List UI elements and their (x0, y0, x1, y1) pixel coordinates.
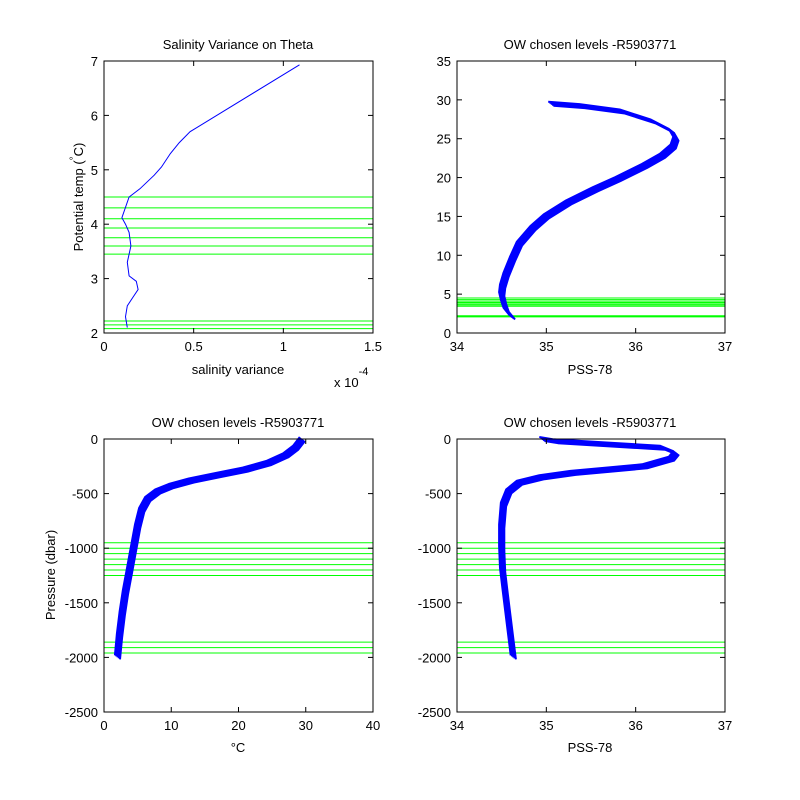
panel-salinity-variance: Salinity Variance on Theta salinity vari… (69, 37, 382, 390)
plot-border (103, 60, 374, 334)
profile-line (113, 436, 301, 656)
x-axis-label: °C (231, 740, 246, 755)
y-tick-label: 10 (437, 248, 451, 263)
y-tick-label: 6 (91, 108, 98, 123)
y-tick-label: 0 (91, 432, 98, 447)
panel-temperature-pressure: OW chosen levels -R5903771 °C Pressure (… (43, 415, 380, 755)
x-tick-label: 36 (628, 718, 642, 733)
y-tick-label: -500 (72, 487, 98, 502)
x-tick-label: 1 (280, 339, 287, 354)
y-tick-label: -500 (425, 487, 451, 502)
x-tick-label: 37 (718, 339, 732, 354)
y-tick-label: 7 (91, 54, 98, 69)
y-axis-label: Potential temp (°C) (69, 143, 86, 252)
y-tick-label: -2000 (65, 650, 98, 665)
x-tick-label: 20 (231, 718, 245, 733)
profile-line (116, 438, 304, 658)
profile-line (121, 64, 300, 328)
y-tick-label: -1500 (418, 596, 451, 611)
profile-line (115, 437, 302, 657)
x-tick-label: 34 (450, 339, 464, 354)
y-tick-label: -2500 (418, 705, 451, 720)
y-tick-label: 20 (437, 171, 451, 186)
profile-line (503, 440, 680, 660)
y-tick-label: -2500 (65, 705, 98, 720)
y-tick-label: 5 (91, 163, 98, 178)
x-tick-label: 35 (539, 718, 553, 733)
plot-border (456, 60, 726, 334)
y-tick-label: 25 (437, 132, 451, 147)
x-axis-label: PSS-78 (568, 362, 613, 377)
x-axis-label: salinity variance (192, 362, 285, 377)
x-tick-label: 0.5 (185, 339, 203, 354)
panel-title: OW chosen levels -R5903771 (152, 415, 325, 430)
panel-salinity-pressure: OW chosen levels -R5903771 PSS-78 34 35 36… (418, 415, 732, 755)
y-tick-label: -2000 (418, 650, 451, 665)
y-tick-label: 2 (91, 326, 98, 341)
x-axis-label: PSS-78 (568, 740, 613, 755)
x-tick-label: 10 (164, 718, 178, 733)
y-tick-label: -1500 (65, 596, 98, 611)
plot-border (456, 438, 726, 713)
y-tick-label: 0 (444, 432, 451, 447)
profile-line (119, 440, 306, 660)
y-tick-label: 15 (437, 209, 451, 224)
x-tick-label: 1.5 (364, 339, 382, 354)
y-axis-label: Pressure (dbar) (43, 530, 58, 620)
x-tick-label: 37 (718, 718, 732, 733)
panel-title: Salinity Variance on Theta (163, 37, 314, 52)
y-tick-label: 0 (444, 326, 451, 341)
panel-title: OW chosen levels -R5903771 (504, 37, 677, 52)
panel-salinity-theta: OW chosen levels -R5903771 PSS-78 34 35 36… (437, 37, 733, 377)
x-tick-label: 0 (100, 339, 107, 354)
x-tick-label: 36 (628, 339, 642, 354)
y-tick-label: 5 (444, 287, 451, 302)
y-tick-label: -1000 (65, 541, 98, 556)
y-tick-label: 30 (437, 93, 451, 108)
y-tick-label: -1000 (418, 541, 451, 556)
x-axis-multiplier: x 10-4 (334, 366, 368, 390)
plot-area (456, 60, 726, 334)
y-tick-label: 35 (437, 54, 451, 69)
y-tick-label: 3 (91, 272, 98, 287)
x-tick-label: 30 (299, 718, 313, 733)
x-tick-label: 35 (539, 339, 553, 354)
x-tick-label: 40 (366, 718, 380, 733)
panel-title: OW chosen levels -R5903771 (504, 415, 677, 430)
profile-line (117, 439, 305, 659)
y-tick-label: 4 (91, 217, 98, 232)
profile-line (503, 104, 680, 321)
x-tick-label: 34 (450, 718, 464, 733)
x-tick-label: 0 (100, 718, 107, 733)
